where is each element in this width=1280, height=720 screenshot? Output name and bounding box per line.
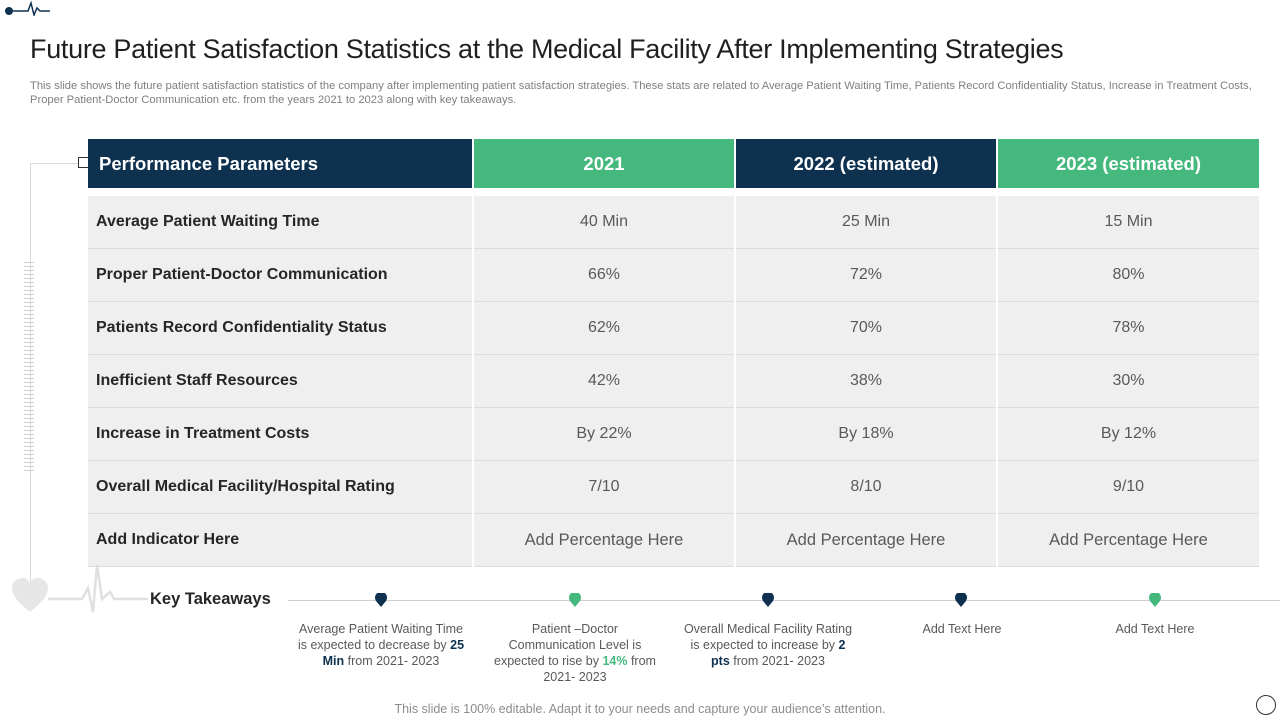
cell-2023: 30% bbox=[998, 355, 1259, 408]
takeaway-text: Patient –Doctor Communication Level is e… bbox=[494, 622, 656, 684]
cell-2021: Add Percentage Here bbox=[474, 514, 734, 567]
page-title: Future Patient Satisfaction Statistics a… bbox=[30, 34, 1064, 64]
key-takeaways-label: Key Takeaways bbox=[150, 590, 271, 608]
takeaway-text: Add Text Here bbox=[922, 622, 1002, 636]
performance-table: Performance Parameters 2021 2022 (estima… bbox=[86, 139, 1261, 567]
pin-icon bbox=[1149, 593, 1161, 607]
cell-2023: 78% bbox=[998, 302, 1259, 355]
pin-icon bbox=[955, 593, 967, 607]
cell-2022: 8/10 bbox=[736, 461, 996, 514]
cell-2023: 80% bbox=[998, 249, 1259, 302]
table-header-row: Performance Parameters 2021 2022 (estima… bbox=[88, 139, 1259, 188]
row-parameter: Patients Record Confidentiality Status bbox=[88, 302, 472, 355]
table-row: Overall Medical Facility/Hospital Rating… bbox=[88, 461, 1259, 514]
header-2021: 2021 bbox=[474, 139, 734, 188]
table-row: Patients Record Confidentiality Status 6… bbox=[88, 302, 1259, 355]
table-row: Average Patient Waiting Time 40 Min 25 M… bbox=[88, 196, 1259, 249]
cell-2022: 25 Min bbox=[736, 196, 996, 249]
header-2023: 2023 (estimated) bbox=[998, 139, 1259, 188]
deco-connector-horizontal bbox=[30, 163, 80, 164]
circle-icon bbox=[1256, 695, 1276, 715]
pin-icon bbox=[762, 593, 774, 607]
pin-icon bbox=[569, 593, 581, 607]
cell-2022: Add Percentage Here bbox=[736, 514, 996, 567]
takeaway-highlight: 14% bbox=[602, 654, 628, 668]
deco-tick-marks bbox=[24, 262, 34, 472]
table-row: Inefficient Staff Resources 42% 38% 30% bbox=[88, 355, 1259, 408]
cell-2023: 9/10 bbox=[998, 461, 1259, 514]
takeaway-highlight: 2 pts bbox=[711, 638, 846, 668]
takeaway-text: Add Text Here bbox=[1115, 622, 1195, 636]
heartbeat-icon bbox=[2, 0, 52, 21]
takeaway-highlight: 25 Min bbox=[322, 638, 465, 668]
cell-2021: By 22% bbox=[474, 408, 734, 461]
heart-ecg-icon bbox=[10, 560, 150, 625]
page-subtitle: This slide shows the future patient sati… bbox=[30, 80, 1252, 106]
row-parameter: Inefficient Staff Resources bbox=[88, 355, 472, 408]
row-parameter: Proper Patient-Doctor Communication bbox=[88, 249, 472, 302]
cell-2022: By 18% bbox=[736, 408, 996, 461]
cell-2021: 42% bbox=[474, 355, 734, 408]
footer-note: This slide is 100% editable. Adapt it to… bbox=[394, 702, 886, 716]
cell-2023: Add Percentage Here bbox=[998, 514, 1259, 567]
takeaway-text: Average Patient Waiting Time is expected… bbox=[297, 622, 465, 668]
cell-2021: 40 Min bbox=[474, 196, 734, 249]
pin-icon bbox=[375, 593, 387, 607]
table-row: Increase in Treatment Costs By 22% By 18… bbox=[88, 408, 1259, 461]
cell-2021: 66% bbox=[474, 249, 734, 302]
cell-2022: 70% bbox=[736, 302, 996, 355]
row-parameter: Average Patient Waiting Time bbox=[88, 196, 472, 249]
row-parameter: Increase in Treatment Costs bbox=[88, 408, 472, 461]
cell-2022: 38% bbox=[736, 355, 996, 408]
table-row: Add Indicator Here Add Percentage Here A… bbox=[88, 514, 1259, 567]
takeaway-text: Overall Medical Facility Rating is expec… bbox=[683, 622, 853, 668]
cell-2021: 62% bbox=[474, 302, 734, 355]
takeaways-timeline bbox=[288, 600, 1280, 601]
table-row: Proper Patient-Doctor Communication 66% … bbox=[88, 249, 1259, 302]
cell-2023: By 12% bbox=[998, 408, 1259, 461]
header-performance-parameters: Performance Parameters bbox=[88, 139, 472, 188]
row-parameter: Add Indicator Here bbox=[88, 514, 472, 567]
cell-2021: 7/10 bbox=[474, 461, 734, 514]
cell-2023: 15 Min bbox=[998, 196, 1259, 249]
header-2022: 2022 (estimated) bbox=[736, 139, 996, 188]
row-parameter: Overall Medical Facility/Hospital Rating bbox=[88, 461, 472, 514]
cell-2022: 72% bbox=[736, 249, 996, 302]
